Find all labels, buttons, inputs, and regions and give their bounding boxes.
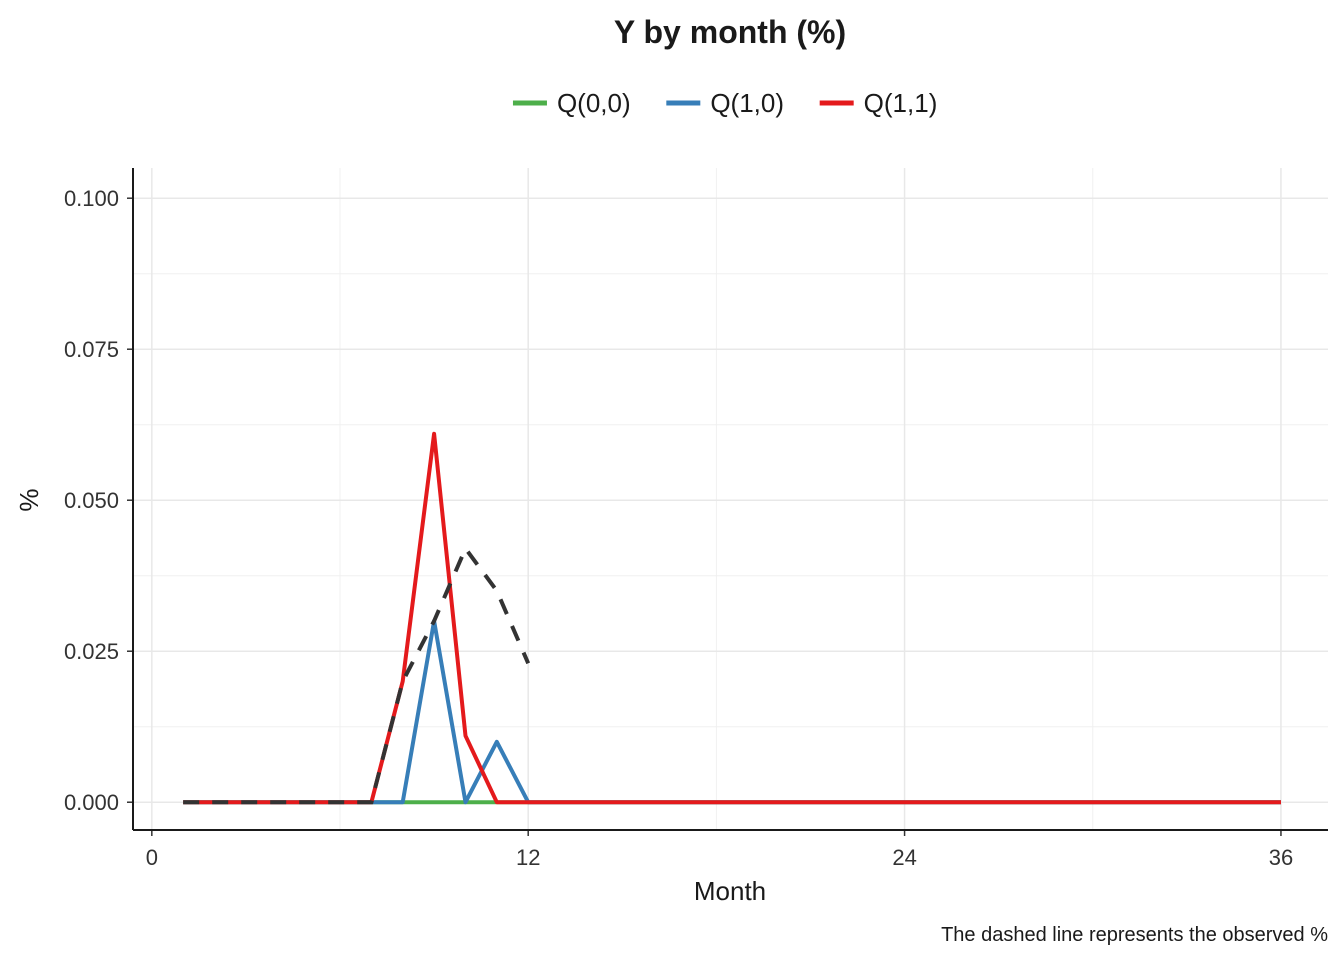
chart-caption: The dashed line represents the observed … — [941, 924, 1328, 946]
x-axis-title: Month — [694, 876, 766, 906]
y-tick-label: 0.050 — [64, 488, 119, 513]
x-tick-label: 12 — [516, 845, 540, 870]
grid — [133, 168, 1328, 830]
series-line-Q(1,1) — [183, 431, 1281, 805]
observed-dashed-line — [183, 544, 531, 805]
series-line-Q(1,0) — [183, 619, 1281, 805]
axes — [127, 168, 1328, 836]
legend-label: Q(0,0) — [557, 88, 631, 118]
y-tick-label: 0.075 — [64, 337, 119, 362]
legend-label: Q(1,1) — [864, 88, 938, 118]
plot-area — [183, 431, 1281, 805]
legend: Q(0,0) Q(1,0) Q(1,1) — [512, 88, 938, 118]
tick-labels: 0 12 24 36 0.000 0.025 0.050 0.075 0.100 — [64, 186, 1293, 870]
y-axis-title: % — [14, 488, 44, 511]
y-tick-label: 0.025 — [64, 639, 119, 664]
x-tick-label: 36 — [1269, 845, 1293, 870]
y-tick-label: 0.000 — [64, 790, 119, 815]
chart-title: Y by month (%) — [614, 14, 846, 50]
y-tick-label: 0.100 — [64, 186, 119, 211]
x-tick-label: 24 — [892, 845, 916, 870]
legend-label: Q(1,0) — [710, 88, 784, 118]
x-tick-label: 0 — [146, 845, 158, 870]
